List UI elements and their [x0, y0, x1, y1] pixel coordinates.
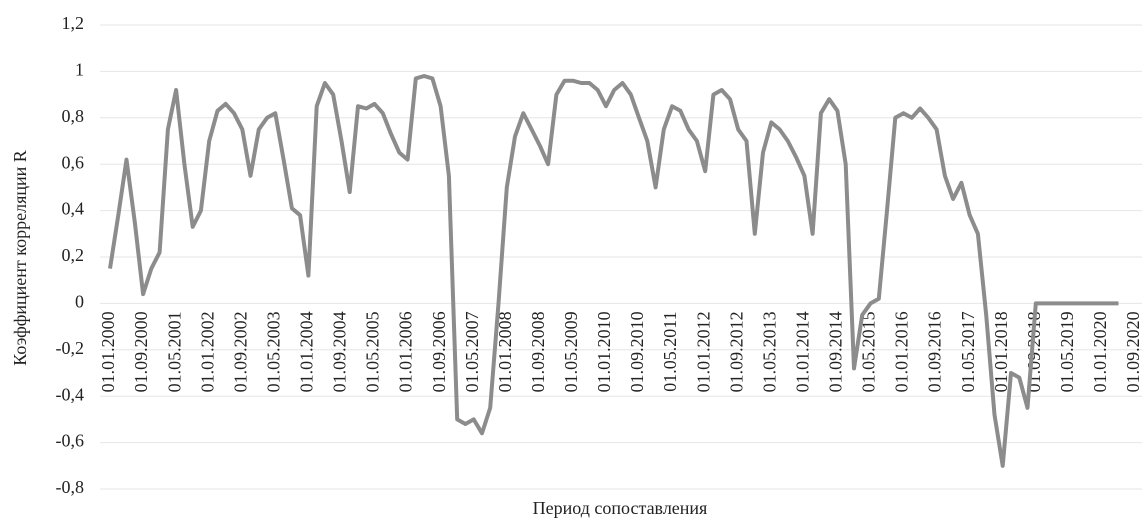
x-tick-label: 01.05.2019 [1057, 311, 1077, 392]
x-tick-label: 01.01.2004 [297, 311, 317, 392]
y-tick-label: -0,2 [56, 338, 85, 358]
x-tick-label: 01.01.2010 [594, 311, 614, 392]
x-tick-label: 01.01.2008 [495, 311, 515, 392]
x-tick-label: 01.05.2017 [958, 311, 978, 392]
x-tick-label: 01.09.2004 [330, 311, 350, 392]
x-tick-label: 01.01.2016 [892, 311, 912, 392]
y-tick-label: 1 [75, 60, 84, 80]
x-tick-label: 01.09.2020 [1123, 311, 1143, 392]
x-tick-label: 01.09.2008 [528, 311, 548, 392]
x-tick-label: 01.05.2001 [164, 311, 184, 392]
x-tick-label: 01.09.2016 [925, 311, 945, 392]
x-tick-label: 01.09.2006 [429, 311, 449, 392]
x-axis-label: Период сопоставления [533, 498, 708, 518]
x-tick-label: 01.01.2006 [396, 311, 416, 392]
x-tick-label: 01.05.2009 [561, 311, 581, 392]
y-tick-label: 0,4 [62, 199, 85, 219]
x-tick-label: 01.01.2000 [98, 311, 118, 392]
x-tick-label: 01.09.2014 [826, 311, 846, 392]
y-tick-label: -0,8 [56, 477, 85, 497]
x-tick-label: 01.09.2010 [627, 311, 647, 392]
y-tick-label: 0,2 [62, 245, 85, 265]
x-tick-label: 01.05.2015 [859, 311, 879, 392]
x-tick-label: 01.01.2012 [693, 311, 713, 392]
y-axis-label: Коэффициент корреляции R [10, 150, 30, 366]
y-tick-label: 0 [75, 292, 84, 312]
y-tick-label: 0,6 [62, 152, 85, 172]
x-tick-label: 01.05.2005 [363, 311, 383, 392]
y-tick-label: 1,2 [62, 13, 85, 33]
x-tick-label: 01.09.2000 [131, 311, 151, 392]
x-tick-label: 01.05.2007 [462, 311, 482, 392]
y-tick-label: 0,8 [62, 106, 85, 126]
x-tick-label: 01.09.2012 [726, 311, 746, 392]
y-tick-label: -0,4 [56, 384, 85, 404]
x-tick-label: 01.01.2014 [792, 311, 812, 392]
data-line [108, 74, 1119, 468]
x-tick-label: 01.01.2002 [197, 311, 217, 392]
x-tick-label: 01.09.2002 [230, 311, 250, 392]
x-tick-label: 01.05.2013 [759, 311, 779, 392]
x-tick-label: 01.05.2003 [263, 311, 283, 392]
x-tick-label: 01.01.2018 [991, 311, 1011, 392]
x-tick-label: 01.01.2020 [1090, 311, 1110, 392]
x-tick-label: 01.05.2011 [660, 311, 680, 391]
y-tick-label: -0,6 [56, 431, 85, 451]
